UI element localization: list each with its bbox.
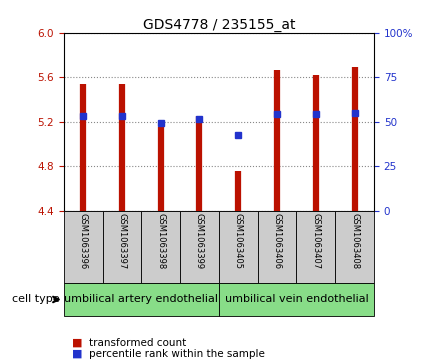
Text: GSM1063396: GSM1063396 xyxy=(79,213,88,269)
Text: GSM1063405: GSM1063405 xyxy=(234,213,243,269)
Bar xyxy=(64,211,102,283)
Title: GDS4778 / 235155_at: GDS4778 / 235155_at xyxy=(143,18,295,32)
Bar xyxy=(258,211,296,283)
Text: ■: ■ xyxy=(72,338,83,348)
Bar xyxy=(64,283,219,316)
Text: GSM1063406: GSM1063406 xyxy=(272,213,281,269)
Text: GSM1063398: GSM1063398 xyxy=(156,213,165,269)
Bar xyxy=(219,211,258,283)
Text: ■: ■ xyxy=(72,349,83,359)
Text: GSM1063399: GSM1063399 xyxy=(195,213,204,269)
Text: transformed count: transformed count xyxy=(89,338,187,348)
Text: GSM1063407: GSM1063407 xyxy=(312,213,320,269)
Bar xyxy=(141,211,180,283)
Text: umbilical vein endothelial: umbilical vein endothelial xyxy=(224,294,368,305)
Text: cell type: cell type xyxy=(12,294,60,305)
Bar xyxy=(180,211,219,283)
Text: GSM1063397: GSM1063397 xyxy=(117,213,126,269)
Text: umbilical artery endothelial: umbilical artery endothelial xyxy=(64,294,218,305)
Bar xyxy=(102,211,141,283)
Bar xyxy=(296,211,335,283)
Bar xyxy=(335,211,374,283)
Text: percentile rank within the sample: percentile rank within the sample xyxy=(89,349,265,359)
Bar xyxy=(219,283,374,316)
Text: GSM1063408: GSM1063408 xyxy=(350,213,359,269)
